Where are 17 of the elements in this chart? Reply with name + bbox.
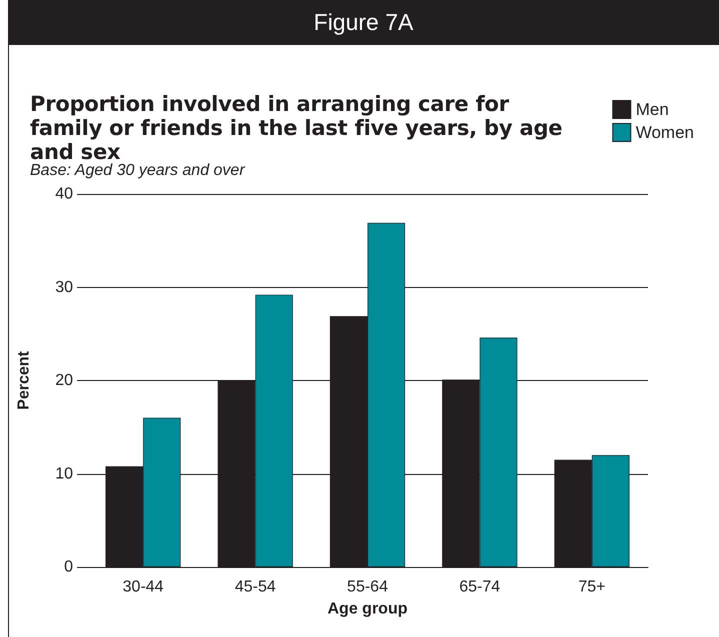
y-axis-title: Percent — [16, 350, 32, 410]
y-tick-label: 40 — [55, 186, 74, 202]
x-axis-title: Age group — [328, 600, 408, 618]
y-tick-label: 20 — [55, 372, 74, 389]
x-tick-label: 65-74 — [459, 578, 500, 596]
y-tick-label: 0 — [64, 558, 74, 576]
legend-label: Women — [636, 123, 694, 142]
caption: Figure 7A — [8, 0, 719, 45]
x-tick-label: 30-44 — [122, 578, 164, 596]
x-tick-label: 55-64 — [347, 578, 388, 596]
y-tick-label: 30 — [55, 278, 74, 296]
legend-label: Men — [636, 100, 669, 119]
chart-subtitle: Base: Aged 30 years and over — [30, 162, 245, 180]
chart-title: Proportion involved in arranging care for family or friends in the last five years, by age and sex — [30, 92, 564, 164]
x-tick-label: 45-54 — [234, 578, 276, 596]
x-tick-label: 75+ — [578, 578, 606, 596]
y-tick-label: 10 — [55, 465, 74, 482]
